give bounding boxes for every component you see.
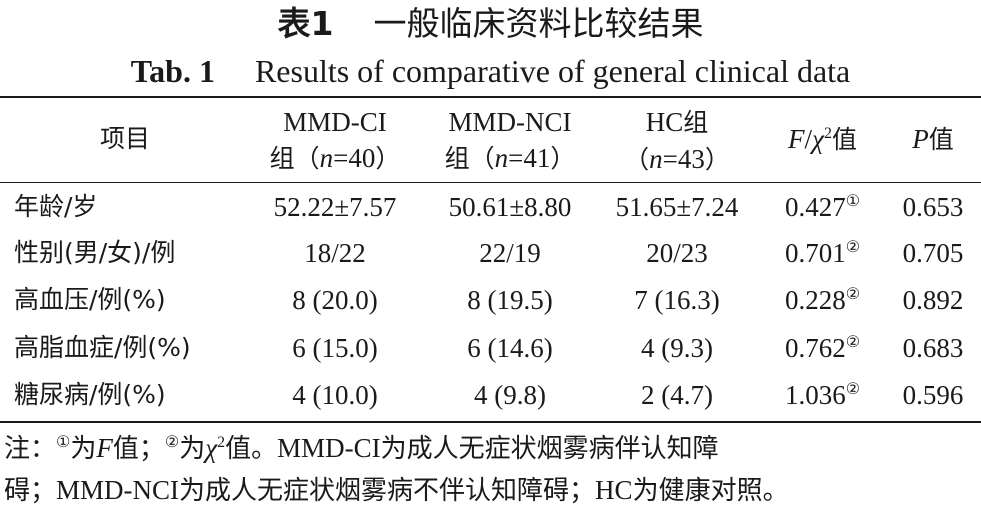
header-mmd-nci: MMD-NCI 组（n=41）: [425, 104, 595, 177]
cell-mmd-nci: 22/19: [479, 238, 541, 268]
cell-statistic: 0.228②: [784, 285, 861, 315]
cell-mmd-nci: 6 (14.6): [467, 333, 553, 363]
cell-mmd-nci: 4 (9.8): [474, 380, 546, 410]
header-statistic: F/χ2值: [788, 124, 857, 154]
cell-p-value: 0.653: [902, 192, 964, 222]
table-title-en: Tab. 1 Results of comparative of general …: [0, 50, 981, 92]
cell-mmd-ci: 8 (20.0): [292, 285, 378, 315]
cell-p-value: 0.596: [902, 380, 964, 410]
cell-mmd-ci: 6 (15.0): [292, 333, 378, 363]
cell-statistic: 0.762②: [784, 333, 861, 363]
header-item: 项目: [99, 124, 150, 153]
cell-statistic: 1.036②: [784, 380, 861, 410]
header-mmd-nci-name: MMD-NCI: [448, 107, 572, 137]
table-top-rule: [0, 96, 981, 98]
table-caption-cn: 一般临床资料比较结果: [373, 4, 704, 43]
cell-hc: 7 (16.3): [634, 285, 720, 315]
cell-hc: 2 (4.7): [641, 380, 713, 410]
table-bottom-rule: [0, 421, 981, 423]
row-label-hypertension: 高血压/例(%): [14, 285, 166, 314]
cell-hc: 20/23: [646, 238, 708, 268]
header-hc-name: HC组: [645, 107, 709, 137]
cell-hc: 51.65±7.24: [615, 192, 739, 222]
header-hc: HC组 （n=43）: [597, 104, 757, 178]
header-mmd-ci-name: MMD-CI: [283, 107, 387, 137]
row-label-sex: 性别(男/女)/例: [14, 238, 176, 267]
table-header-rule: [0, 182, 981, 183]
header-hc-n: （n=43）: [624, 144, 730, 174]
cell-mmd-ci: 52.22±7.57: [273, 192, 397, 222]
header-mmd-ci-n: 组（n=40）: [269, 143, 401, 173]
table-number-cn: 表1: [277, 4, 334, 43]
header-mmd-ci: MMD-CI 组（n=40）: [250, 104, 420, 177]
header-mmd-nci-n: 组（n=41）: [444, 143, 576, 173]
row-label-hyperlipidemia: 高脂血症/例(%): [14, 333, 191, 362]
cell-p-value: 0.705: [902, 238, 964, 268]
cell-mmd-nci: 8 (19.5): [467, 285, 553, 315]
table-title-cn: 表1 一般临床资料比较结果: [0, 2, 981, 46]
cell-p-value: 0.892: [902, 285, 964, 315]
table-note-line-2: 碍；MMD-NCI为成人无症状烟雾病不伴认知障碍；HC为健康对照。: [4, 475, 789, 506]
header-p-value: P值: [912, 124, 954, 154]
cell-mmd-ci: 4 (10.0): [292, 380, 378, 410]
table-number-en: Tab. 1: [130, 53, 215, 89]
cell-mmd-nci: 50.61±8.80: [448, 192, 572, 222]
cell-hc: 4 (9.3): [641, 333, 713, 363]
cell-statistic: 0.701②: [784, 238, 861, 268]
table-note-line-1: 注：①为F值；②为χ2值。MMD-CI为成人无症状烟雾病伴认知障: [4, 433, 719, 464]
row-label-diabetes: 糖尿病/例(%): [14, 380, 166, 409]
row-label-age: 年龄/岁: [14, 192, 98, 221]
cell-mmd-ci: 18/22: [304, 238, 366, 268]
cell-statistic: 0.427①: [784, 192, 861, 222]
table-caption-en: Results of comparative of general clinic…: [254, 53, 851, 89]
cell-p-value: 0.683: [902, 333, 964, 363]
